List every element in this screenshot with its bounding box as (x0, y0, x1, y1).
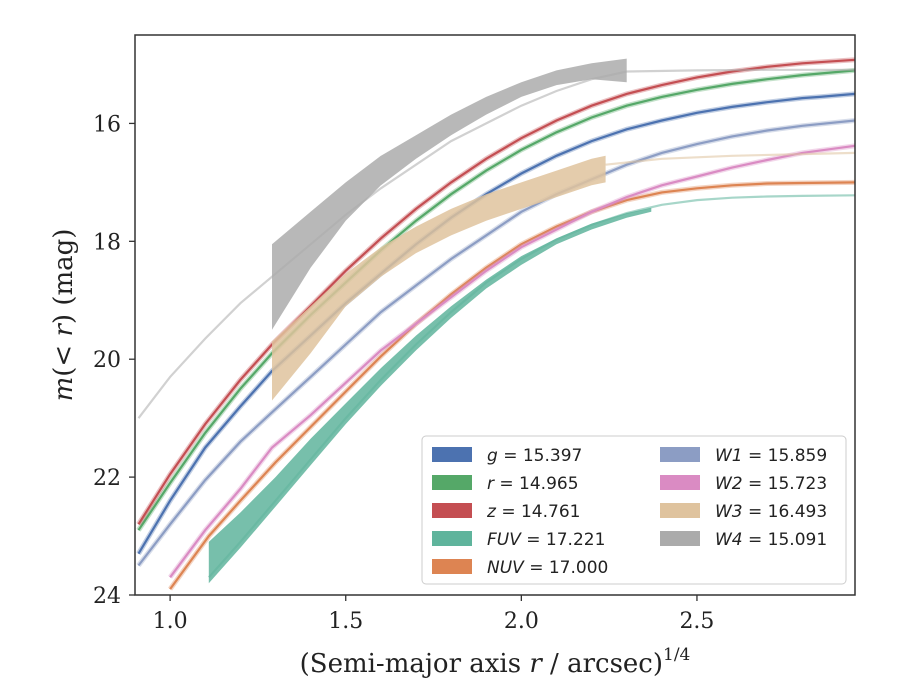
ticks-layer: 1.0 1.5 2.0 2.5 16 18 20 22 24 (93, 112, 714, 634)
legend-item-w3: W3 = 16.493 (660, 502, 827, 522)
x-tick-label: 2.0 (504, 609, 539, 634)
legend-label: W1 = 15.859 (715, 446, 827, 466)
legend-label: W3 = 16.493 (715, 502, 827, 522)
x-tick-label: 2.5 (679, 609, 714, 634)
x-tick-label: 1.5 (328, 609, 363, 634)
legend-item-r: r = 14.965 (432, 474, 579, 494)
legend-label: FUV = 17.221 (487, 530, 605, 550)
plot-frame (134, 34, 856, 596)
y-axis-label-r: r (49, 323, 79, 337)
legend-label: W4 = 15.091 (715, 530, 827, 550)
series-z-line (137, 58, 855, 525)
x-tick-label: 1.0 (153, 609, 188, 634)
series-layer (136, 57, 855, 591)
legend-item-w1: W1 = 15.859 (660, 446, 827, 466)
legend-swatch (432, 559, 472, 574)
x-axis-label: (Semi-major axis r / arcsec)1/4 (300, 645, 691, 679)
legend-item-nuv: NUV = 17.000 (432, 558, 608, 578)
y-axis-label: m(< r) (mag) (49, 229, 79, 402)
y-tick-label: 20 (93, 348, 121, 373)
series-g-line (137, 92, 855, 555)
series-w2-line (169, 144, 855, 578)
series-w4-band (272, 58, 627, 330)
legend-item-w4: W4 = 15.091 (660, 530, 827, 550)
series-w1-line (137, 119, 855, 567)
y-tick-label: 18 (93, 230, 121, 255)
y-tick-label: 24 (93, 584, 121, 609)
y-tick-label: 22 (93, 466, 121, 491)
y-axis-label-m: m (49, 377, 79, 402)
x-axis-label-var: r (529, 649, 543, 679)
y-axis-label-paren: (< (49, 337, 79, 377)
y-axis-label-unit: ) (mag) (49, 229, 79, 325)
x-axis-label-exponent: 1/4 (663, 645, 690, 665)
series-r-line (137, 69, 855, 531)
legend-label: z = 14.761 (486, 502, 580, 522)
series-w4-extension (137, 68, 855, 419)
legend-swatch (660, 531, 700, 546)
series-w3-extension (605, 151, 855, 166)
legend-swatch (432, 475, 472, 490)
legend-swatch (660, 475, 700, 490)
y-tick-label: 16 (93, 112, 121, 137)
series-w3-band (272, 155, 606, 401)
legend-item-fuv: FUV = 17.221 (432, 530, 605, 550)
legend-swatch (432, 447, 472, 462)
legend-item-z: z = 14.761 (432, 502, 580, 522)
legend-swatch (432, 503, 472, 518)
legend-label: g = 15.397 (487, 446, 582, 466)
legend: g = 15.397 r = 14.965 z = 14.761 FUV = 17.2… (421, 435, 847, 585)
legend-box (421, 435, 847, 585)
legend-swatch (660, 503, 700, 518)
legend-item-w2: W2 = 15.723 (660, 474, 827, 494)
legend-item-g: g = 15.397 (432, 446, 582, 466)
legend-label: NUV = 17.000 (487, 558, 608, 578)
legend-swatch (660, 447, 700, 462)
legend-label: W2 = 15.723 (715, 474, 827, 494)
legend-swatch (432, 531, 472, 546)
x-axis-label-unit: / arcsec) (542, 649, 663, 679)
legend-label: r = 14.965 (487, 474, 579, 494)
x-axis-label-text: (Semi-major axis (300, 649, 530, 679)
series-nuv-line (169, 181, 855, 590)
